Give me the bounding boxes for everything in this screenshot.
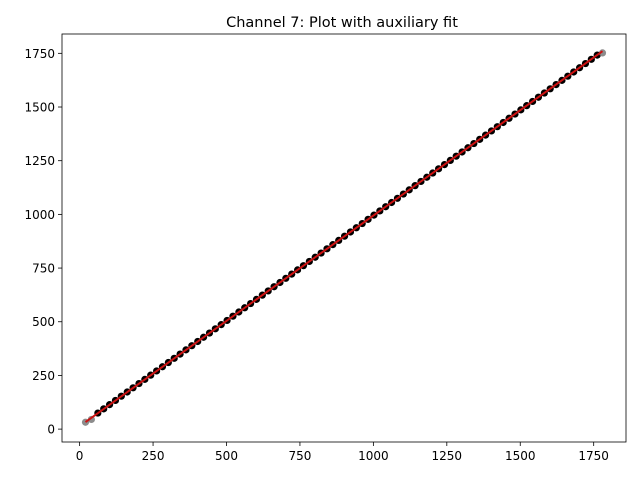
x-tick-label: 500: [215, 449, 238, 463]
axes-frame: [61, 33, 627, 443]
plot-area: [81, 49, 607, 426]
y-tick-label: 1500: [24, 101, 55, 115]
data-point-gray: [598, 49, 607, 57]
y-tick-label: 250: [32, 369, 55, 383]
y-tick-label: 0: [47, 423, 55, 437]
y-tick-label: 750: [32, 262, 55, 276]
x-tick-label: 0: [76, 449, 84, 463]
x-tick-label: 1000: [358, 449, 389, 463]
x-tick-label: 750: [288, 449, 311, 463]
y-tick-label: 1250: [24, 154, 55, 168]
chart-title: Channel 7: Plot with auxiliary fit: [226, 15, 458, 31]
y-tick-label: 1000: [24, 208, 55, 222]
y-tick-label: 500: [32, 315, 55, 329]
x-tick-label: 1250: [432, 449, 463, 463]
x-tick-label: 250: [142, 449, 165, 463]
axes: 0 250 500 750 1000 1250 1500 1750 0 250 500 750 1000…: [24, 33, 627, 463]
x-tick-label: 1750: [578, 449, 609, 463]
y-tick-label: 1750: [24, 47, 55, 61]
x-tick-label: 1500: [505, 449, 536, 463]
fit-line: [84, 50, 604, 423]
